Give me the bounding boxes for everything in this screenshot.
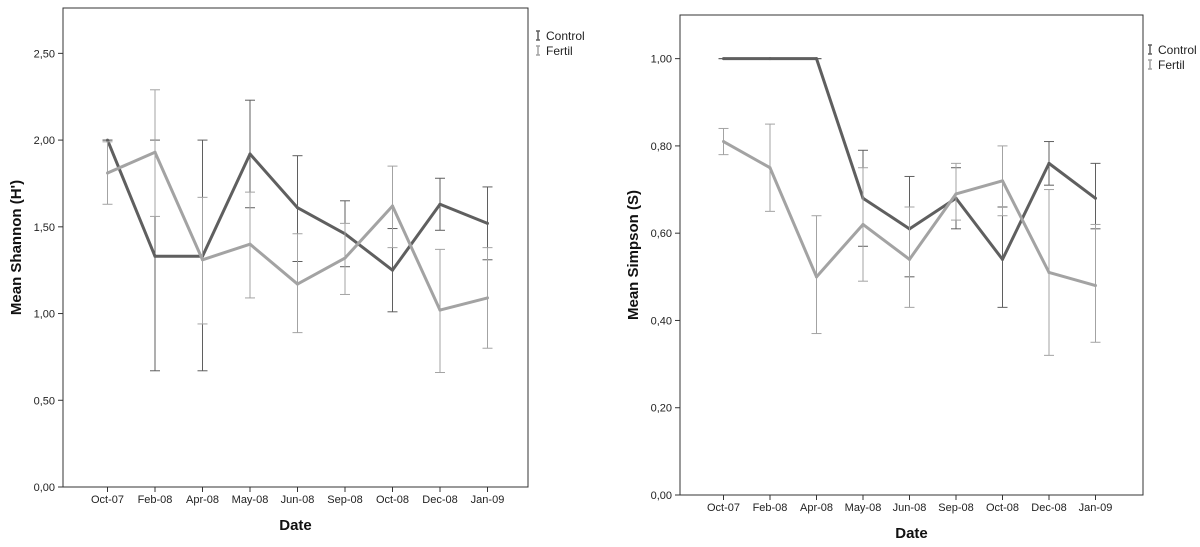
x-axis-title: Date (279, 517, 312, 534)
y-tick-label: 0,80 (651, 141, 672, 153)
legend-entry-fertil: Fertil (536, 44, 573, 58)
x-tick-label: Jan-09 (1079, 502, 1113, 514)
data-point (153, 150, 157, 154)
data-point (722, 140, 725, 144)
plot-frame (679, 14, 1144, 496)
data-point (722, 57, 725, 61)
data-point (438, 202, 442, 206)
x-tick-label: Apr-08 (186, 494, 219, 506)
data-point (861, 222, 865, 226)
x-tick-label: Jun-08 (893, 502, 927, 514)
data-point (106, 138, 109, 142)
data-point (343, 256, 347, 260)
legend-label: Control (1158, 43, 1197, 57)
data-point (1047, 270, 1051, 274)
x-tick-label: Feb-08 (138, 494, 173, 506)
y-tick-label: 1,50 (34, 222, 55, 234)
data-point (954, 192, 958, 196)
y-axis-title: Mean Shannon (H') (8, 180, 25, 315)
data-point (486, 221, 489, 225)
x-axis-title: Date (895, 525, 928, 542)
legend-entry-control: Control (1148, 43, 1197, 57)
data-point (1047, 161, 1051, 165)
data-point (768, 57, 772, 61)
y-tick-label: 2,00 (34, 135, 55, 147)
legend-label: Fertil (1158, 58, 1185, 72)
data-point (296, 282, 299, 286)
y-tick-label: 1,00 (34, 309, 55, 321)
x-tick-label: Feb-08 (753, 502, 788, 514)
data-point (438, 308, 442, 312)
legend-entry-fertil: Fertil (1148, 58, 1185, 72)
data-point (391, 268, 394, 272)
x-tick-label: Sep-08 (938, 502, 973, 514)
data-point (908, 257, 911, 261)
data-point (815, 275, 818, 279)
x-tick-label: Jan-09 (471, 494, 505, 506)
simpson-chart: 0,00 0,20 0,40 0,60 0,80 1,00 Oct-07 Feb-08 Apr-… (625, 14, 1197, 542)
x-tick-label: Jun-08 (281, 494, 315, 506)
y-tick-label: 0,00 (651, 490, 672, 502)
y-axis-title: Mean Simpson (S) (625, 190, 642, 320)
data-point (296, 206, 299, 210)
legend-entry-control: Control (536, 29, 585, 43)
data-point (768, 166, 772, 170)
data-point (201, 258, 204, 262)
x-tick-label: Oct-07 (707, 502, 740, 514)
data-point (815, 57, 818, 61)
y-tick-label: 0,40 (651, 315, 672, 327)
data-point (106, 171, 109, 175)
y-tick-label: 0,60 (651, 228, 672, 240)
series-fertil (102, 89, 493, 374)
data-point (1001, 257, 1004, 261)
data-point (391, 204, 394, 208)
data-point (1094, 284, 1097, 288)
legend-label: Control (546, 29, 585, 43)
data-point (153, 254, 157, 258)
y-tick-label: 0,20 (651, 403, 672, 415)
x-tick-label: Oct-08 (376, 494, 409, 506)
shannon-chart: 0,00 0,50 1,00 1,50 2,00 2,50 Oct-07 Feb-08 Apr-… (8, 7, 585, 534)
data-point (248, 242, 252, 246)
x-tick-label: Oct-08 (986, 502, 1019, 514)
series-fertil (718, 123, 1101, 356)
data-point (486, 296, 489, 300)
y-tick-label: 2,50 (34, 48, 55, 60)
x-tick-label: Dec-08 (422, 494, 457, 506)
x-tick-label: Sep-08 (327, 494, 362, 506)
y-tick-label: 0,50 (34, 395, 55, 407)
y-tick-label: 0,00 (34, 482, 55, 494)
data-point (248, 152, 252, 156)
x-tick-label: Apr-08 (800, 502, 833, 514)
data-point (1001, 179, 1004, 183)
legend-label: Fertil (546, 44, 573, 58)
x-tick-label: May-08 (232, 494, 269, 506)
x-tick-label: Oct-07 (91, 494, 124, 506)
x-tick-label: Dec-08 (1031, 502, 1066, 514)
y-tick-label: 1,00 (651, 54, 672, 66)
data-point (1094, 196, 1097, 200)
x-tick-label: May-08 (845, 502, 882, 514)
plot-frame (62, 7, 529, 488)
